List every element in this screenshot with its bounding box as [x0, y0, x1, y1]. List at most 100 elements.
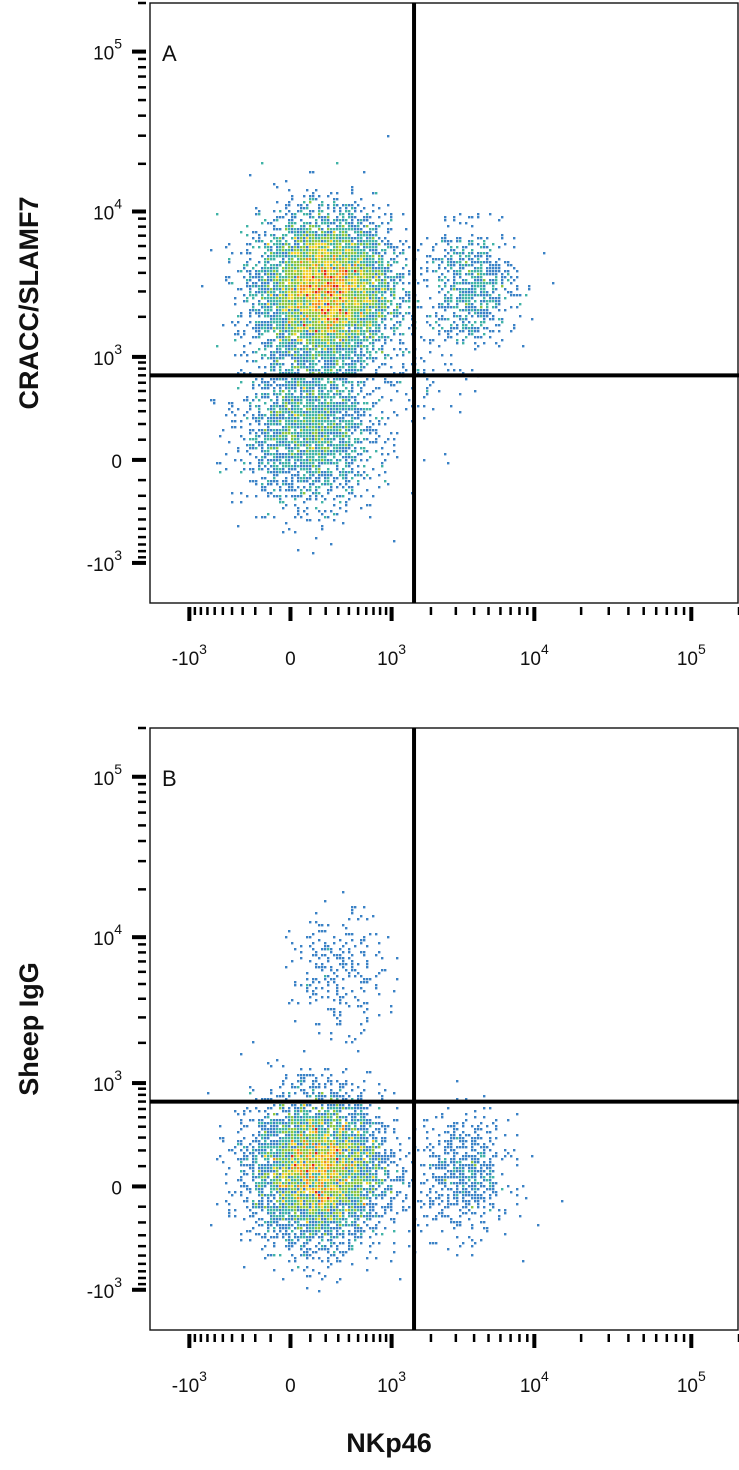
event-point	[372, 306, 375, 309]
event-point	[360, 273, 363, 276]
event-point	[351, 339, 354, 342]
event-point	[345, 324, 348, 327]
event-point	[474, 294, 477, 297]
event-point	[255, 294, 258, 297]
event-point	[312, 285, 315, 288]
event-point	[327, 207, 330, 210]
event-point	[279, 318, 282, 321]
event-point	[378, 423, 381, 426]
event-point	[348, 1203, 351, 1206]
event-point	[294, 351, 297, 354]
event-point	[336, 216, 339, 219]
event-point	[288, 255, 291, 258]
event-point	[345, 504, 348, 507]
event-point	[285, 396, 288, 399]
event-point	[285, 495, 288, 498]
event-point	[294, 453, 297, 456]
event-point	[273, 477, 276, 480]
event-point	[285, 405, 288, 408]
event-point	[441, 279, 444, 282]
event-point	[330, 396, 333, 399]
event-point	[357, 288, 360, 291]
event-point	[339, 471, 342, 474]
event-point	[288, 1161, 291, 1164]
event-point	[354, 237, 357, 240]
event-point	[267, 432, 270, 435]
event-point	[318, 462, 321, 465]
event-point	[270, 222, 273, 225]
event-point	[276, 1215, 279, 1218]
event-point	[465, 300, 468, 303]
event-point	[249, 243, 252, 246]
event-point	[261, 414, 264, 417]
event-point	[504, 297, 507, 300]
event-point	[303, 315, 306, 318]
event-point	[291, 432, 294, 435]
event-point	[321, 291, 324, 294]
event-point	[357, 1161, 360, 1164]
event-point	[447, 297, 450, 300]
event-point	[279, 1155, 282, 1158]
event-point	[291, 423, 294, 426]
event-point	[297, 243, 300, 246]
event-point	[315, 237, 318, 240]
event-point	[264, 1155, 267, 1158]
event-point	[342, 279, 345, 282]
event-point	[312, 357, 315, 360]
event-point	[267, 408, 270, 411]
event-point	[309, 1104, 312, 1107]
event-point	[477, 312, 480, 315]
event-point	[345, 1125, 348, 1128]
event-point	[255, 432, 258, 435]
event-point	[270, 1140, 273, 1143]
event-point	[264, 246, 267, 249]
event-point	[288, 402, 291, 405]
event-point	[330, 228, 333, 231]
event-point	[228, 441, 231, 444]
event-point	[405, 369, 408, 372]
event-point	[330, 366, 333, 369]
event-point	[477, 267, 480, 270]
event-point	[357, 252, 360, 255]
event-point	[273, 276, 276, 279]
event-point	[354, 288, 357, 291]
event-point	[315, 453, 318, 456]
event-point	[312, 465, 315, 468]
event-point	[324, 363, 327, 366]
event-point	[468, 252, 471, 255]
event-point	[426, 321, 429, 324]
event-point	[366, 1269, 369, 1272]
event-point	[315, 444, 318, 447]
event-point	[312, 1131, 315, 1134]
event-point	[288, 291, 291, 294]
event-point	[273, 447, 276, 450]
event-point	[327, 381, 330, 384]
event-point	[300, 465, 303, 468]
event-point	[333, 519, 336, 522]
event-point	[330, 462, 333, 465]
event-point	[252, 285, 255, 288]
event-point	[297, 1215, 300, 1218]
event-point	[336, 468, 339, 471]
event-point	[261, 282, 264, 285]
event-point	[402, 342, 405, 345]
event-point	[492, 300, 495, 303]
event-point	[273, 279, 276, 282]
event-point	[462, 291, 465, 294]
event-point	[303, 1173, 306, 1176]
event-point	[468, 306, 471, 309]
event-point	[423, 339, 426, 342]
event-point	[384, 213, 387, 216]
event-point	[276, 279, 279, 282]
event-point	[306, 321, 309, 324]
event-point	[345, 219, 348, 222]
event-point	[285, 240, 288, 243]
event-point	[327, 453, 330, 456]
event-point	[333, 1194, 336, 1197]
event-point	[441, 240, 444, 243]
event-point	[333, 1152, 336, 1155]
event-point	[297, 477, 300, 480]
event-point	[354, 300, 357, 303]
event-point	[357, 306, 360, 309]
event-point	[384, 327, 387, 330]
